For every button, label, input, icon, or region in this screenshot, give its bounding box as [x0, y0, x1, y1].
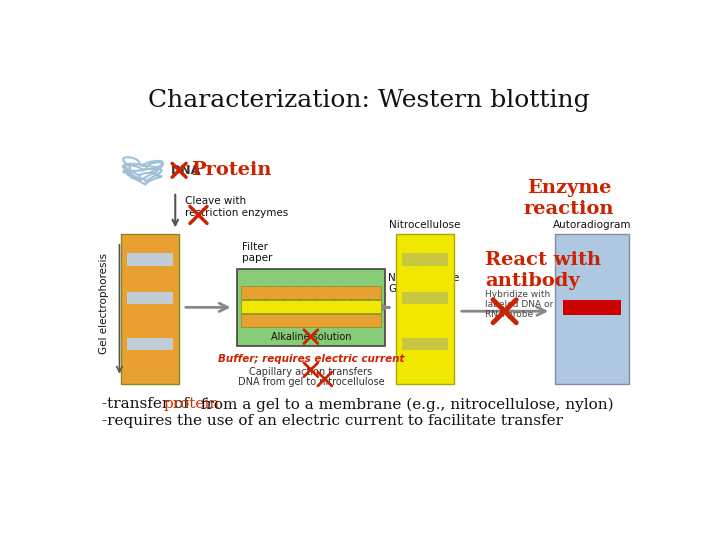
Text: Capillary action transfers: Capillary action transfers	[249, 367, 372, 376]
Text: Enzyme
reaction: Enzyme reaction	[523, 179, 614, 218]
Bar	[563, 300, 621, 315]
Text: Gel electrophoresis: Gel electrophoresis	[99, 253, 109, 354]
Text: DNA from gel to nitrocellulose: DNA from gel to nitrocellulose	[238, 377, 384, 387]
Text: Protein: Protein	[191, 161, 271, 179]
Bar	[402, 253, 448, 266]
Bar	[127, 253, 173, 266]
Text: DNA: DNA	[171, 164, 202, 177]
Text: -transfer of: -transfer of	[102, 397, 194, 411]
Text: Autoradiogram: Autoradiogram	[552, 220, 631, 231]
Text: Hybridize with
labeled DNA or
RNA probe: Hybridize with labeled DNA or RNA probe	[485, 289, 554, 320]
Bar	[402, 292, 448, 304]
Bar	[402, 338, 448, 350]
Bar	[396, 234, 454, 384]
Bar	[241, 286, 381, 299]
Bar	[241, 300, 381, 313]
Text: React with
antibody: React with antibody	[485, 251, 601, 290]
Text: Cleave with
restriction enzymes: Cleave with restriction enzymes	[184, 197, 288, 218]
Text: Characterization: Western blotting: Characterization: Western blotting	[148, 90, 590, 112]
Bar	[555, 234, 629, 384]
Bar	[238, 269, 384, 346]
Text: protein: protein	[163, 397, 219, 411]
Bar	[127, 338, 173, 350]
Text: from a gel to a membrane (e.g., nitrocellulose, nylon): from a gel to a membrane (e.g., nitrocel…	[196, 397, 613, 412]
Bar	[121, 234, 179, 384]
Bar	[241, 314, 381, 327]
Text: Alkaline solution: Alkaline solution	[271, 332, 351, 342]
Bar	[127, 292, 173, 304]
Text: -requires the use of an electric current to facilitate transfer: -requires the use of an electric current…	[102, 414, 562, 428]
Text: Buffer; requires electric current: Buffer; requires electric current	[217, 354, 404, 363]
Text: Nitrocellulose: Nitrocellulose	[390, 220, 461, 231]
Text: Nitrocellulose
Gel: Nitrocellulose Gel	[388, 273, 460, 294]
Text: Filter
paper: Filter paper	[242, 242, 272, 264]
